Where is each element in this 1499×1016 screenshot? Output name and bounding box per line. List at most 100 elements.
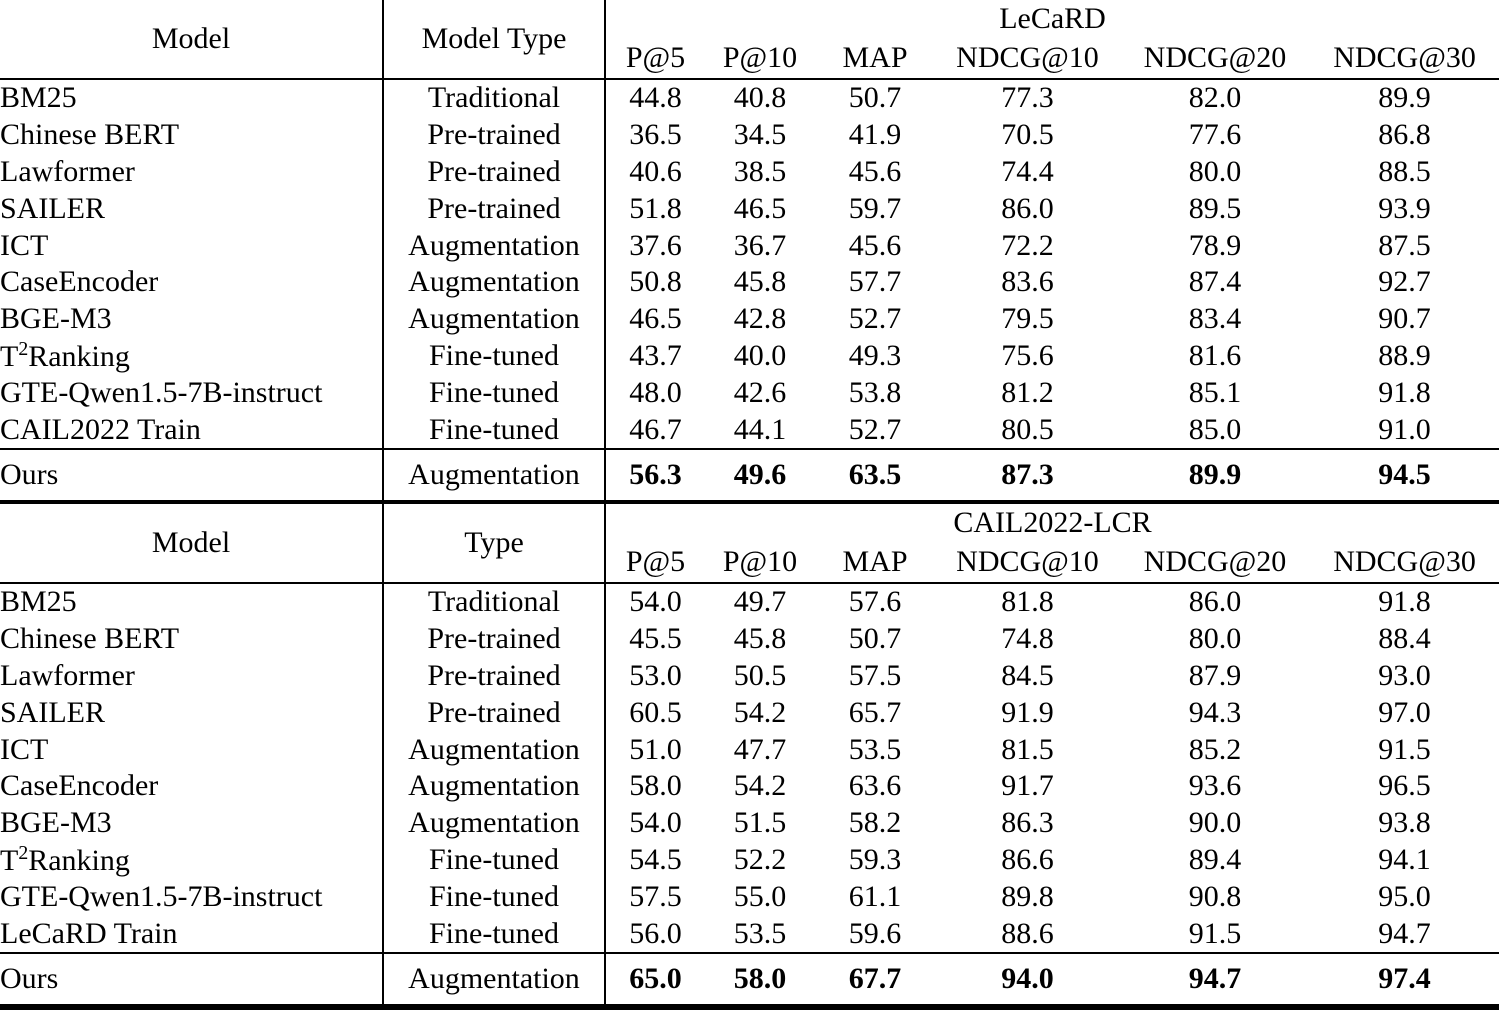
table-row: T2Ranking Fine-tuned 43.7 40.0 49.3 75.6 81.6 8…	[0, 337, 1499, 375]
metric-value-cell: 94.5	[1378, 457, 1431, 491]
metric-value-cell: 36.5	[629, 118, 682, 152]
metric-value-cell: 72.2	[1001, 228, 1054, 262]
metric-header-map: MAP	[842, 544, 908, 578]
metric-value-cell: 54.2	[733, 695, 787, 729]
metric-value-cell: 91.0	[1378, 412, 1431, 446]
lecard-results-table: Model Model Type LeCaRD P@5 P@10 MAP NDC…	[0, 0, 1499, 504]
metric-value-cell: 87.5	[1378, 228, 1431, 262]
metric-value-cell: 36.7	[733, 228, 787, 262]
metric-header-ndcg30: NDCG@30	[1333, 41, 1476, 74]
metric-value-cell: 53.0	[629, 658, 682, 692]
metric-header-ndcg20: NDCG@20	[1143, 544, 1287, 578]
metric-value-cell: 65.0	[629, 961, 682, 995]
table-row: ICT Augmentation 37.6 36.7 45.6 72.2 78.9 87.5	[0, 227, 1499, 264]
model-cell: BM25	[0, 582, 384, 621]
metric-value-cell: 57.7	[848, 265, 902, 299]
metric-header-ndcg30: NDCG@30	[1333, 544, 1476, 578]
metric-value-cell: 80.5	[1001, 412, 1054, 446]
type-cell: Fine-tuned	[383, 878, 606, 916]
metric-value-cell: 60.5	[629, 695, 682, 729]
metric-header-map: MAP	[842, 41, 908, 74]
metric-value-cell: 51.8	[629, 191, 682, 225]
metric-value-cell: 93.9	[1378, 191, 1431, 225]
type-cell: Fine-tuned	[383, 374, 606, 412]
metric-value-cell: 78.9	[1188, 228, 1242, 262]
metric-value-cell: 63.6	[848, 769, 902, 803]
metric-value-cell: 85.0	[1188, 412, 1242, 446]
metric-value-cell: 49.3	[848, 338, 902, 372]
metric-value-cell: 41.9	[848, 118, 902, 152]
cail2022-lcr-results-table: Model Type CAIL2022-LCR P@5 P@10 MAP NDC…	[0, 503, 1499, 1010]
model-cell: SAILER	[0, 190, 384, 228]
metric-value-cell: 91.8	[1378, 375, 1431, 409]
metric-value-cell: 44.8	[629, 81, 682, 115]
model-cell: GTE-Qwen1.5-7B-instruct	[0, 374, 384, 412]
metric-value-cell: 86.8	[1378, 118, 1431, 152]
metric-value-cell: 50.5	[733, 658, 787, 692]
metric-value-cell: 81.5	[1001, 732, 1054, 766]
metric-value-cell: 56.0	[629, 916, 682, 950]
metric-value-cell: 67.7	[848, 961, 902, 995]
type-cell: Augmentation	[383, 804, 606, 842]
metric-value-cell: 51.0	[629, 732, 682, 766]
metric-value-cell: 89.4	[1188, 842, 1242, 876]
metric-value-cell: 96.5	[1378, 769, 1431, 803]
metric-value-cell: 90.7	[1378, 302, 1431, 336]
metric-header-p5: P@5	[625, 41, 686, 74]
table-row: SAILER Pre-trained 51.8 46.5 59.7 86.0 89.5 93.…	[0, 190, 1499, 228]
metric-value-cell: 97.0	[1378, 695, 1431, 729]
ours-row: Ours Augmentation 56.3 49.6 63.5 87.3 89.9 94.5	[0, 448, 1499, 502]
metric-value-cell: 79.5	[1001, 302, 1054, 336]
metric-value-cell: 45.6	[848, 228, 902, 262]
metric-value-cell: 87.3	[1001, 457, 1054, 491]
table-row: Lawformer Pre-trained 53.0 50.5 57.5 84.5 87.9…	[0, 657, 1499, 695]
metric-value-cell: 77.6	[1188, 118, 1242, 152]
metric-header-ndcg10: NDCG@10	[956, 544, 1099, 578]
metric-value-cell: 45.6	[848, 154, 902, 188]
model-cell: CAIL2022 Train	[0, 411, 384, 449]
table-row: CAIL2022 Train Fine-tuned 46.7 44.1 52.7 80.5…	[0, 411, 1499, 449]
metric-header-ndcg10: NDCG@10	[956, 41, 1099, 74]
metric-value-cell: 46.5	[733, 191, 787, 225]
cail2022-lcr-table-header: Model Type CAIL2022-LCR P@5 P@10 MAP NDC…	[0, 503, 1499, 583]
metric-value-cell: 45.8	[733, 265, 787, 299]
model-cell: CaseEncoder	[0, 263, 384, 301]
table-row: Lawformer Pre-trained 40.6 38.5 45.6 74.4 80.0…	[0, 153, 1499, 191]
metric-value-cell: 86.6	[1001, 842, 1054, 876]
table-row: T2Ranking Fine-tuned 54.5 52.2 59.3 86.6 89.4 9…	[0, 841, 1499, 879]
type-column-header: Type	[383, 503, 606, 583]
metric-value-cell: 57.5	[629, 879, 682, 913]
metric-value-cell: 56.3	[629, 457, 682, 491]
metric-value-cell: 61.1	[848, 879, 902, 913]
metric-value-cell: 86.0	[1188, 585, 1242, 619]
metric-value-cell: 89.9	[1188, 457, 1242, 491]
model-cell: Lawformer	[0, 153, 384, 191]
table-row: BM25 Traditional 44.8 40.8 50.7 77.3 82.0 89.9	[0, 79, 1499, 117]
model-column-header: Model	[0, 0, 384, 79]
type-cell: Augmentation	[383, 731, 606, 768]
metric-value-cell: 91.5	[1378, 732, 1431, 766]
metric-value-cell: 44.1	[733, 412, 787, 446]
model-cell: Ours	[0, 448, 384, 502]
type-cell: Fine-tuned	[383, 915, 606, 953]
type-cell: Augmentation	[383, 227, 606, 264]
type-cell: Augmentation	[383, 300, 606, 338]
metric-value-cell: 45.8	[733, 622, 787, 656]
type-cell: Pre-trained	[383, 190, 606, 228]
metric-value-cell: 48.0	[629, 375, 682, 409]
lecard-table-header: Model Model Type LeCaRD P@5 P@10 MAP NDC…	[0, 0, 1499, 79]
metric-value-cell: 37.6	[629, 228, 682, 262]
metric-value-cell: 53.5	[733, 916, 787, 950]
metric-value-cell: 89.5	[1188, 191, 1242, 225]
model-cell: CaseEncoder	[0, 767, 384, 805]
metric-value-cell: 83.6	[1001, 265, 1054, 299]
metric-value-cell: 46.5	[629, 302, 682, 336]
type-cell: Fine-tuned	[383, 337, 606, 375]
table-row: BGE-M3 Augmentation 54.0 51.5 58.2 86.3 90.0 93…	[0, 804, 1499, 842]
type-cell: Pre-trained	[383, 620, 606, 658]
metric-value-cell: 42.6	[733, 375, 787, 409]
metric-value-cell: 88.5	[1378, 154, 1431, 188]
table-row: Chinese BERT Pre-trained 36.5 34.5 41.9 70.5 7…	[0, 116, 1499, 154]
metric-value-cell: 88.4	[1378, 622, 1431, 656]
model-cell: ICT	[0, 731, 384, 768]
